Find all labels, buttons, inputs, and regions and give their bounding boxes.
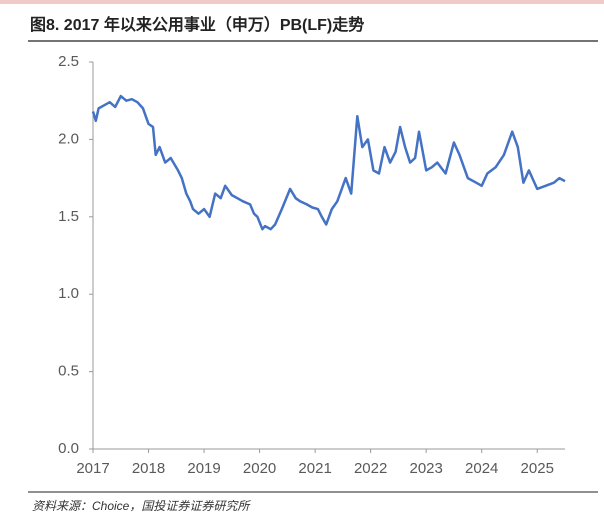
y-tick-label: 0.0 [58, 440, 79, 457]
source-note: 资料来源：Choice，国投证券证券研究所 [32, 499, 251, 513]
chart-title: 图8. 2017 年以来公用事业（申万）PB(LF)走势 [30, 15, 364, 34]
y-tick-label: 0.5 [58, 363, 79, 380]
x-tick-label: 2017 [76, 460, 109, 477]
x-tick-label: 2019 [187, 460, 220, 477]
y-tick-label: 2.0 [58, 130, 79, 147]
y-tick-label: 1.5 [58, 208, 79, 225]
x-tick-label: 2022 [354, 460, 387, 477]
series-line [91, 94, 566, 231]
top-band [0, 0, 604, 4]
x-tick-label: 2020 [243, 460, 276, 477]
x-tick-label: 2021 [298, 460, 331, 477]
x-tick-label: 2018 [132, 460, 165, 477]
x-tick-label: 2023 [409, 460, 442, 477]
x-tick-label: 2025 [521, 460, 554, 477]
y-tick-label: 2.5 [58, 53, 79, 70]
x-tick-label: 2024 [465, 460, 498, 477]
y-tick-label: 1.0 [58, 285, 79, 302]
